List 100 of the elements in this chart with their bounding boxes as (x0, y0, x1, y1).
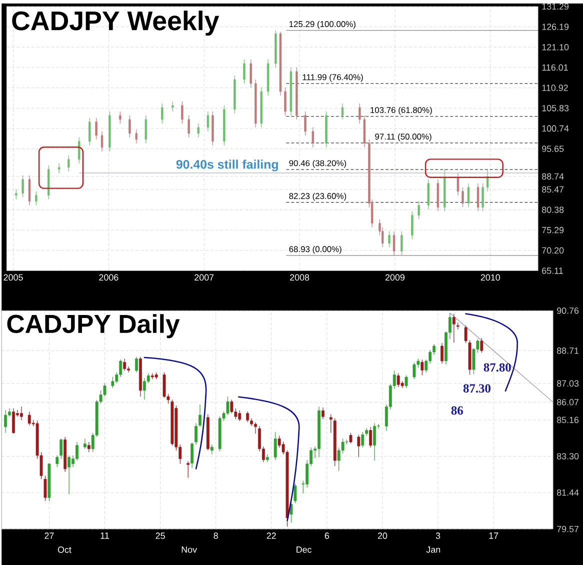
candlestick (58, 163, 60, 174)
candlestick (358, 103, 361, 124)
chart-title: CADJPY Daily (7, 314, 180, 338)
candlestick (142, 378, 146, 400)
candlestick (396, 373, 400, 388)
x-tick-label: 6 (324, 532, 330, 539)
y-tick-label: 75.29 (542, 226, 564, 234)
candlestick (230, 399, 234, 414)
y-tick-label: 105.83 (542, 104, 569, 112)
candlestick (60, 438, 63, 460)
candlestick (238, 410, 242, 422)
y-tick-label: 83.30 (556, 453, 579, 460)
text: Dec (296, 546, 312, 553)
y-tick-label: 85.16 (556, 416, 579, 424)
candlestick (127, 366, 130, 373)
candlestick (210, 444, 214, 455)
chart-title: CADJPY Weekly (12, 10, 220, 36)
candlestick (111, 376, 114, 388)
candlestick (254, 422, 257, 434)
ref-line-label: 68.93 (0.00%) (289, 246, 342, 254)
candlestick (436, 179, 440, 212)
candlestick (361, 432, 364, 448)
ref-line-label: 82.23 (23.60%) (289, 192, 346, 201)
y-tick-label: 116.01 (542, 64, 568, 71)
candlestick (68, 455, 71, 495)
x-tick-label: 2009 (385, 274, 405, 281)
candlestick (250, 59, 252, 88)
candlestick (172, 101, 174, 112)
candlestick (246, 411, 250, 422)
candlestick (20, 406, 23, 420)
candlestick (12, 408, 15, 434)
candlestick (135, 129, 138, 144)
x-tick-label: 2008 (290, 274, 310, 281)
candlestick (404, 374, 408, 388)
candlestick (22, 175, 24, 198)
candlestick (28, 411, 31, 426)
candlestick (15, 189, 18, 200)
y-tick-label: 80.38 (542, 206, 564, 213)
y-tick-label: 121.10 (542, 44, 569, 50)
candlestick (388, 230, 390, 248)
ref-line-label: 103.76 (61.80%) (370, 106, 432, 115)
candlestick (464, 325, 468, 344)
x-tick-label: 2007 (194, 274, 214, 281)
x-tick-label: 3 (436, 532, 440, 539)
y-tick-label: 85.47 (542, 186, 564, 193)
annotation: 87.30 (463, 384, 490, 393)
candlestick (181, 101, 184, 124)
candlestick (329, 414, 332, 434)
candlestick (162, 372, 166, 398)
candlestick (322, 407, 324, 420)
x-tick-label: 11 (100, 532, 109, 539)
candlestick (100, 131, 104, 152)
candlestick (188, 115, 190, 138)
annotation: 86 (451, 406, 463, 415)
ref-line-label: 90.46 (38.20%) (289, 160, 346, 168)
candlestick (369, 426, 372, 448)
candlestick (56, 454, 59, 468)
candlestick (274, 432, 277, 460)
x-tick-label: 8 (214, 532, 218, 539)
candlestick (226, 396, 230, 416)
candlestick (135, 356, 138, 373)
candlestick (284, 87, 286, 116)
candlestick (206, 111, 210, 132)
y-tick-label: 86.07 (556, 399, 579, 406)
text: Oct (58, 546, 72, 553)
candlestick (400, 230, 403, 256)
candlestick (197, 123, 200, 138)
candlestick (476, 183, 480, 212)
y-tick-label: 70.20 (542, 247, 564, 254)
candlestick (186, 460, 190, 478)
candlestick (44, 475, 47, 502)
y-tick-label: 126.19 (542, 24, 569, 30)
y-tick-label: 79.57 (557, 526, 579, 532)
candlestick (363, 115, 366, 148)
candlestick (4, 410, 8, 434)
y-tick-label: 88.71 (556, 348, 579, 354)
text: Jan (426, 546, 440, 553)
candlestick (467, 183, 470, 208)
y-tick-label: 100.74 (542, 125, 569, 132)
candlestick (373, 422, 376, 461)
candlestick (290, 500, 293, 523)
ref-line-label: 125.29 (100.00%) (289, 20, 356, 29)
x-tick-label: 22 (266, 532, 276, 539)
candlestick (128, 115, 131, 138)
candlestick (119, 359, 122, 378)
y-tick-label: 88.74 (542, 173, 564, 180)
candlestick (243, 59, 246, 84)
x-tick-label: 25 (156, 532, 165, 539)
candlestick (294, 483, 297, 504)
candlestick (412, 362, 416, 380)
candlestick (341, 103, 344, 120)
candlestick (123, 358, 126, 371)
candlestick (190, 442, 194, 468)
candlestick (420, 359, 424, 376)
candlestick (88, 118, 91, 146)
candlestick (462, 187, 464, 208)
candlestick (35, 191, 38, 206)
candlestick (95, 118, 98, 140)
candlestick (28, 175, 31, 206)
candlestick (357, 434, 360, 458)
